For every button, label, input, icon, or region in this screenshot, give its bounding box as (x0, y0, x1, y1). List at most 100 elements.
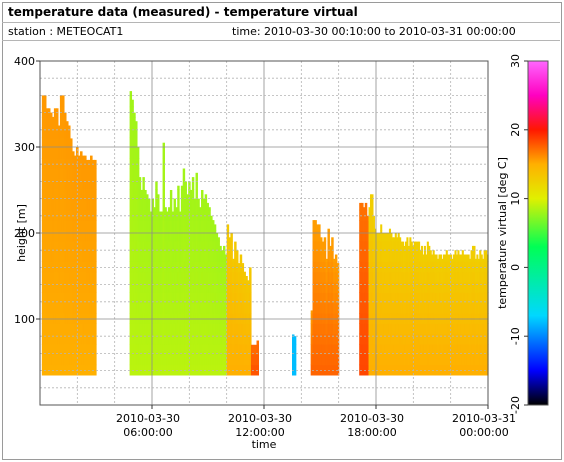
heatmap-cell (55, 209, 59, 221)
heatmap-cell (215, 364, 219, 376)
heatmap-cell (79, 189, 83, 201)
heatmap-cell (89, 282, 93, 293)
heatmap-cell (230, 354, 233, 366)
heatmap-cell (81, 343, 85, 355)
heatmap-cell (136, 158, 140, 170)
heatmap-cell (447, 254, 450, 262)
heatmap-cell (388, 251, 391, 262)
heatmap-cell (387, 282, 390, 293)
heatmap-cell (83, 178, 87, 190)
heatmap-cell (55, 199, 59, 211)
heatmap-cell (420, 312, 424, 324)
heatmap-cell (420, 364, 424, 376)
heatmap-cell (177, 292, 180, 304)
heatmap-cell (451, 312, 454, 324)
heatmap-cell (325, 323, 329, 335)
heatmap-cell (336, 282, 340, 293)
heatmap-cell (57, 178, 61, 190)
x-tick-label: 2010-03-31 (452, 412, 516, 425)
heatmap-cell (179, 364, 182, 376)
heatmap-cell (420, 302, 424, 314)
heatmap-cell (191, 177, 195, 180)
heatmap-cell (49, 168, 53, 180)
heatmap-cell (85, 240, 89, 252)
heatmap-cell (136, 323, 140, 335)
heatmap-cell (371, 194, 374, 201)
heatmap-cell (224, 343, 228, 355)
heatmap-cell (169, 199, 173, 211)
heatmap-cell (41, 261, 45, 273)
heatmap-cell (55, 333, 59, 345)
heatmap-cell (135, 364, 138, 376)
heatmap-cell (135, 240, 138, 252)
heatmap-cell (131, 189, 134, 201)
heatmap-cell (87, 271, 91, 283)
heatmap-cell (333, 302, 336, 314)
heatmap-cell (153, 354, 156, 366)
heatmap-cell (221, 364, 224, 376)
heatmap-cell (390, 251, 393, 262)
heatmap-cell (228, 354, 231, 366)
heatmap-cell (409, 364, 412, 376)
heatmap-cell (49, 112, 53, 118)
heatmap-cell (135, 168, 138, 180)
heatmap-cell (140, 251, 144, 262)
heatmap-cell (223, 245, 226, 252)
heatmap-cell (94, 189, 97, 201)
heatmap-cell (190, 199, 193, 211)
heatmap-cell (168, 323, 171, 335)
heatmap-cell (177, 251, 180, 262)
heatmap-cell (442, 323, 445, 335)
heatmap-cell (387, 261, 390, 273)
heatmap-cell (168, 292, 171, 304)
heatmap-cell (158, 230, 162, 242)
heatmap-cell (79, 271, 83, 283)
heatmap-cell (406, 240, 409, 252)
heatmap-cell (144, 240, 147, 252)
heatmap-cell (184, 323, 187, 335)
heatmap-cell (447, 354, 450, 366)
heatmap-cell (336, 354, 340, 366)
heatmap-cell (361, 271, 364, 283)
heatmap-cell (201, 271, 204, 283)
heatmap-cell (171, 220, 175, 232)
heatmap-cell (89, 220, 93, 232)
heatmap-cell (168, 209, 171, 221)
heatmap-cell (89, 199, 93, 211)
heatmap-cell (391, 237, 394, 242)
heatmap-cell (476, 254, 479, 262)
heatmap-cell (435, 282, 438, 293)
heatmap-cell (431, 333, 434, 345)
heatmap-cell (469, 323, 472, 335)
colorbar-tick-label: 30 (509, 54, 522, 68)
heatmap-cell (364, 230, 368, 242)
heatmap-cell (213, 240, 217, 252)
heatmap-cell (67, 251, 71, 262)
heatmap-cell (133, 312, 136, 324)
heatmap-cell (336, 271, 340, 283)
heatmap-cell (131, 354, 134, 366)
heatmap-cell (195, 312, 198, 324)
heatmap-cell (402, 354, 405, 366)
heatmap-cell (386, 233, 389, 242)
heatmap-cell (164, 323, 167, 335)
heatmap-cell (387, 343, 390, 355)
heatmap-cell (190, 271, 193, 283)
heatmap-cell (55, 220, 59, 232)
heatmap-cell (173, 199, 176, 211)
heatmap-cell (177, 261, 180, 273)
heatmap-cell (186, 323, 189, 335)
heatmap-cell (226, 354, 230, 366)
heatmap-cell (146, 333, 149, 345)
heatmap-cell (191, 240, 195, 252)
heatmap-cell (457, 261, 460, 273)
heatmap-cell (368, 251, 371, 262)
heatmap-cell (142, 220, 145, 232)
heatmap-cell (212, 251, 215, 262)
heatmap-cell (362, 261, 366, 273)
heatmap-cell (65, 323, 69, 335)
heatmap-cell (77, 282, 81, 293)
heatmap-cell (177, 343, 180, 355)
heatmap-cell (454, 271, 457, 283)
heatmap-cell (59, 95, 63, 97)
